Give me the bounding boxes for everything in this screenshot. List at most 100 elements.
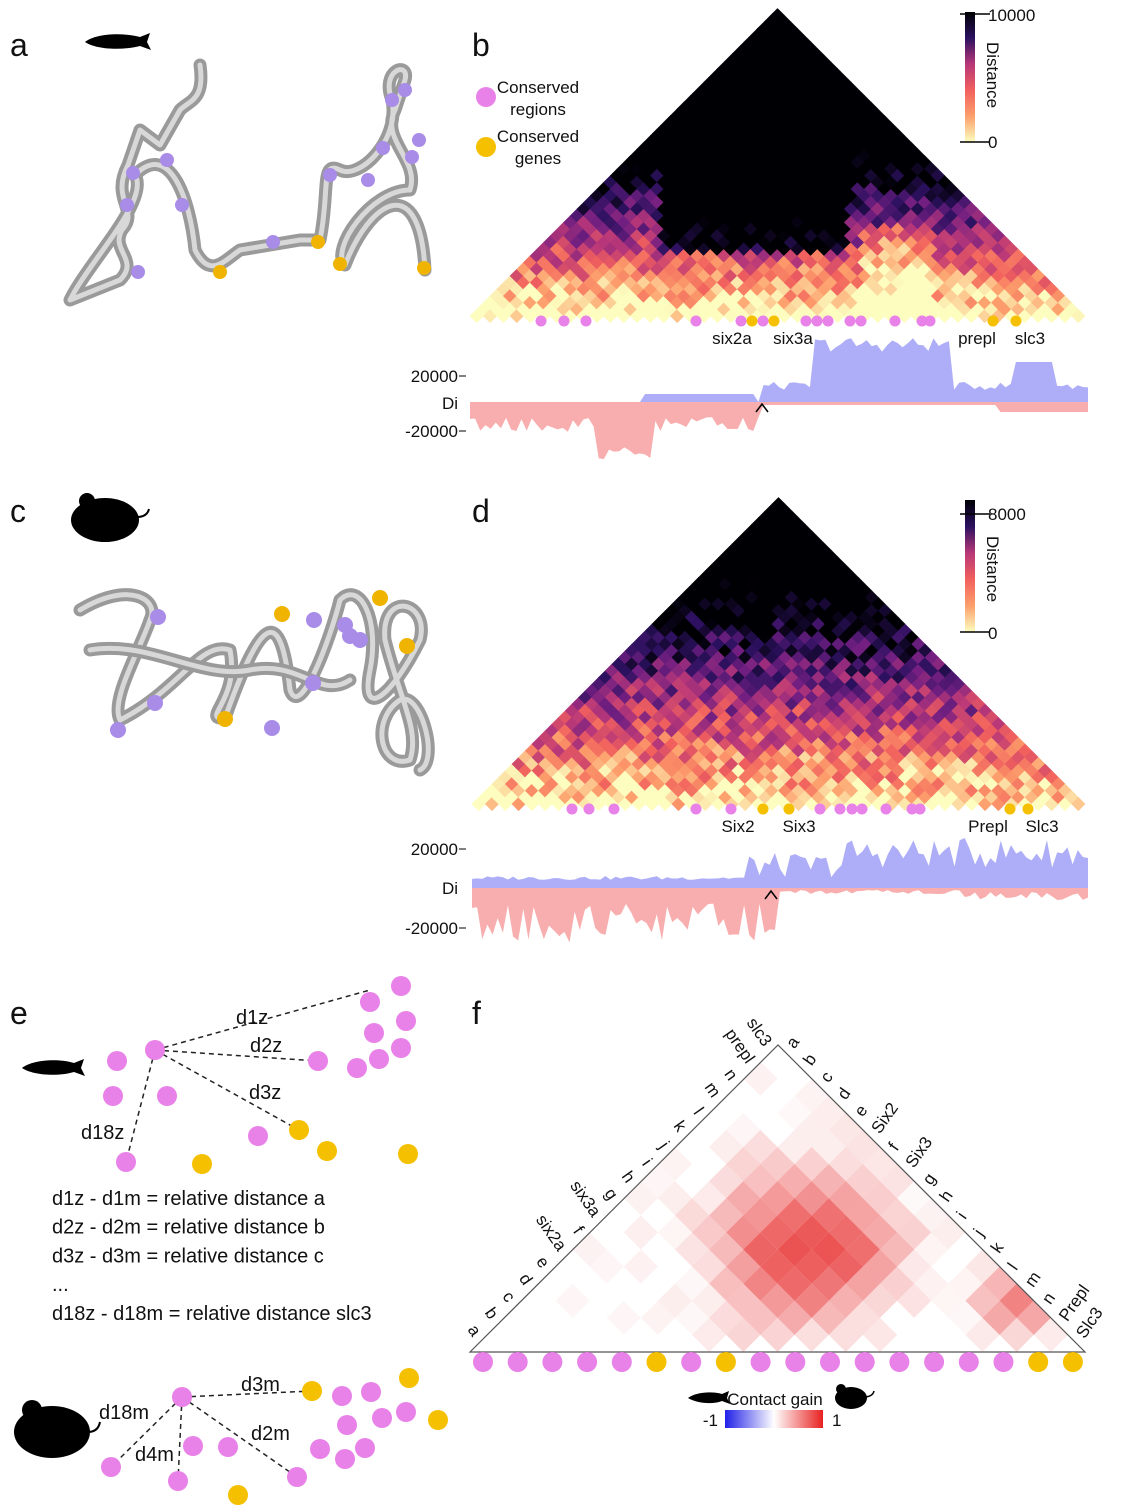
gene-dot xyxy=(1063,1352,1083,1372)
distance-label: d18m xyxy=(99,1402,149,1424)
region-dot xyxy=(691,316,702,327)
region-dot xyxy=(801,316,812,327)
equation: ... xyxy=(52,1274,69,1296)
legend-label: Conserved xyxy=(497,127,579,146)
region-dot xyxy=(183,1436,203,1456)
heatmap-cell xyxy=(555,1284,589,1318)
region-dots xyxy=(473,1352,1083,1372)
gene-dot xyxy=(647,1352,667,1372)
zebrafish-region-label: six2a xyxy=(532,1211,571,1255)
distance-label: d2z xyxy=(250,1035,282,1057)
region-dot xyxy=(823,316,834,327)
region-dot xyxy=(248,1126,268,1146)
region-dot xyxy=(736,316,747,327)
di-positive xyxy=(472,838,1088,888)
zebrafish-region-label: n xyxy=(721,1065,742,1084)
region-dot xyxy=(835,804,846,815)
region-dot xyxy=(758,316,769,327)
panel-label: b xyxy=(472,27,490,63)
mouse-region-label: k xyxy=(987,1238,1008,1256)
equation: d3z - d3m = relative distance c xyxy=(52,1245,324,1267)
panel-label: a xyxy=(10,27,28,63)
heatmap-cell xyxy=(624,1250,658,1284)
region-dot xyxy=(890,316,901,327)
gene-dot xyxy=(1028,1352,1048,1372)
region-dot xyxy=(396,1011,416,1031)
region-dot xyxy=(691,804,702,815)
region-dot xyxy=(391,976,411,996)
region-dot xyxy=(994,1352,1014,1372)
region-dot xyxy=(101,1457,121,1477)
zebrafish-region-label: i xyxy=(638,1155,656,1169)
gene-dot xyxy=(758,804,769,815)
figure: a b c d e f Conserved regions Conserved … xyxy=(0,0,1125,1505)
region-dot xyxy=(332,1386,352,1406)
mouse-region-label: a xyxy=(782,1033,803,1052)
gene-label: Six2 xyxy=(721,817,754,836)
region-dot xyxy=(612,1352,632,1372)
region-dot xyxy=(218,1437,238,1457)
region-dot xyxy=(157,1086,177,1106)
region-dot xyxy=(508,1352,528,1372)
zebrafish-region-label: b xyxy=(481,1304,502,1323)
gene-label: Prepl xyxy=(968,817,1008,836)
gene-dot xyxy=(716,1352,736,1372)
panel-label: f xyxy=(472,995,481,1031)
gene-label: prepl xyxy=(958,329,996,348)
zebrafish-region-label: l xyxy=(690,1104,708,1118)
region-dot xyxy=(287,1467,307,1487)
region-dot xyxy=(116,1152,136,1172)
legend-label: regions xyxy=(510,100,566,119)
region-dot xyxy=(335,1449,355,1469)
region-dot xyxy=(107,1051,127,1071)
region-dot xyxy=(103,1086,123,1106)
region-dot xyxy=(815,804,826,815)
zebrafish-region-label: m xyxy=(701,1078,725,1101)
region-dot xyxy=(360,992,380,1012)
di-tick-label: 20000 xyxy=(411,840,458,859)
zebrafish-region-label: h xyxy=(618,1168,639,1187)
mouse-region-label: h xyxy=(936,1187,957,1206)
colorbar-title: Distance xyxy=(983,536,1002,602)
mouse-region-label: n xyxy=(1038,1289,1059,1308)
panel-label: d xyxy=(472,493,490,529)
region-dot xyxy=(915,804,926,815)
region-dot xyxy=(577,1352,597,1372)
colorbar-tick-label: 1 xyxy=(832,1411,841,1430)
colorbar xyxy=(965,12,975,142)
gene-dot xyxy=(192,1154,212,1174)
mouse-region-label: c xyxy=(816,1068,837,1086)
legend-label: Conserved xyxy=(497,78,579,97)
di-axis-label: Di xyxy=(442,394,458,413)
colorbar xyxy=(965,500,975,632)
region-dot xyxy=(881,804,892,815)
fish-icon xyxy=(22,1059,85,1076)
colorbar-title: Distance xyxy=(983,42,1002,108)
equations: d1z - d1m = relative distance ad2z - d2m… xyxy=(52,1188,372,1325)
zebrafish-region-label: e xyxy=(532,1253,553,1272)
region-dot xyxy=(726,804,737,815)
region-dot xyxy=(337,1415,357,1435)
equation: d2z - d2m = relative distance b xyxy=(52,1217,325,1239)
region-dot xyxy=(473,1352,493,1372)
gene-dot xyxy=(302,1381,322,1401)
region-dot xyxy=(609,804,620,815)
di-tick-label: -20000 xyxy=(405,422,458,441)
di-tick-label: 20000 xyxy=(411,367,458,386)
zebrafish-region-label: six3a xyxy=(566,1177,605,1221)
mouse-region-label: d xyxy=(833,1084,854,1103)
panel-label: e xyxy=(10,995,28,1031)
region-dot xyxy=(889,1352,909,1372)
mouse-region-label: g xyxy=(919,1170,940,1189)
distance-label: d3z xyxy=(249,1082,281,1104)
region-dot xyxy=(785,1352,805,1372)
region-dot xyxy=(145,1040,165,1060)
mouse-region-label: Six2 xyxy=(868,1099,903,1137)
region-dot xyxy=(857,804,868,815)
region-dot xyxy=(812,316,823,327)
region-dot xyxy=(751,1352,771,1372)
gene-label: six3a xyxy=(773,329,813,348)
colorbar-tick-label: 0 xyxy=(988,133,997,152)
gene-dot xyxy=(317,1141,337,1161)
gene-label: Six3 xyxy=(782,817,815,836)
